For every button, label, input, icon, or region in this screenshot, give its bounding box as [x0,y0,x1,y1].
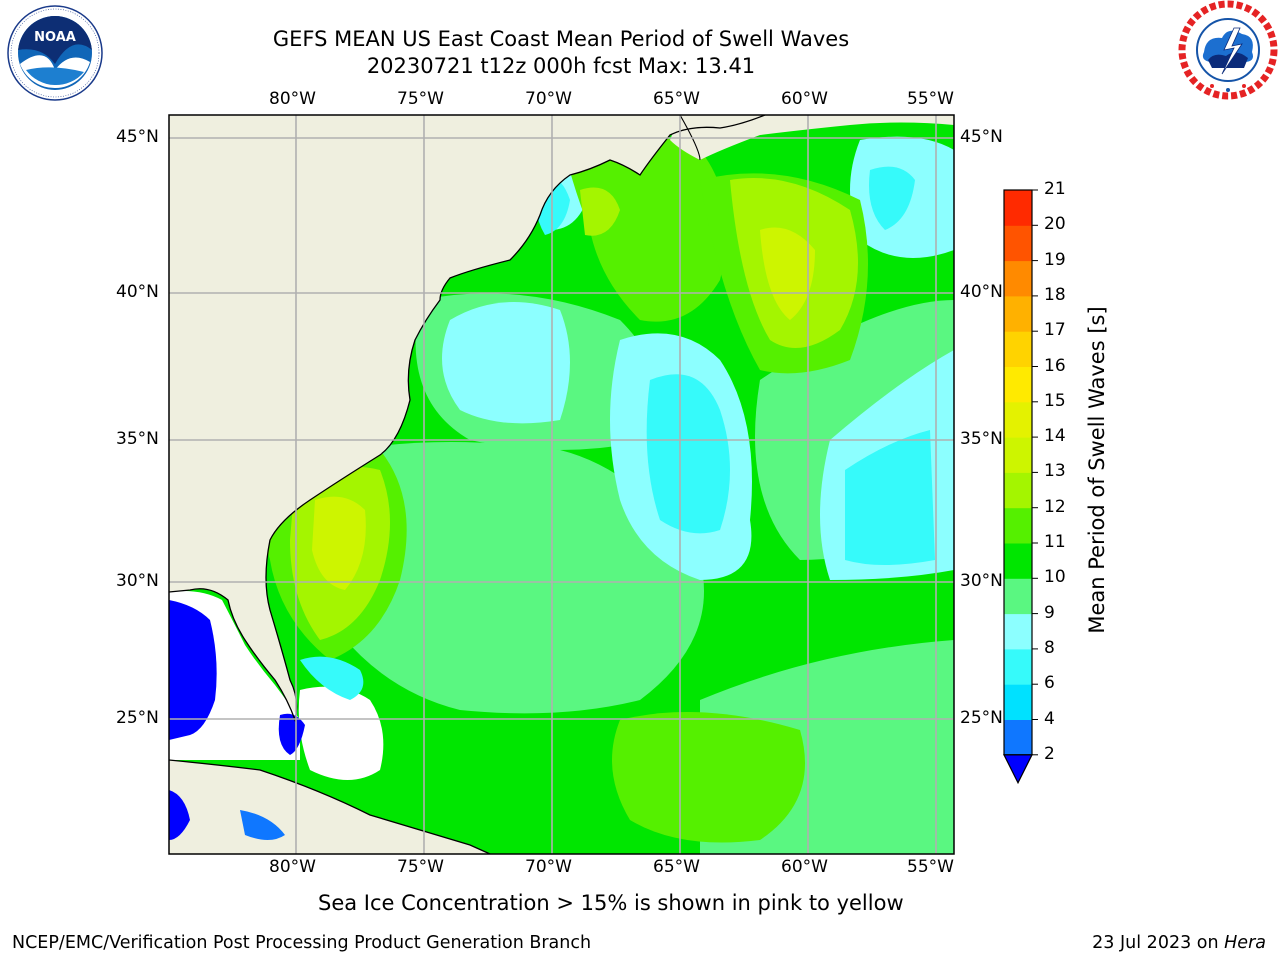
lon-label-bottom-60w: 60°W [781,857,828,877]
colorbar-block-13 [1004,260,1032,297]
lon-label-bottom-65w: 65°W [653,857,700,877]
lat-label-right-30n: 30°N [960,571,1003,591]
colorbar-block-7 [1004,472,1032,509]
lon-label-top-75w: 75°W [397,89,444,109]
lon-label-top-60w: 60°W [781,89,828,109]
lat-label-left-25n: 25°N [116,708,159,728]
lat-label-right-45n: 45°N [960,127,1003,147]
lat-label-left-40n: 40°N [116,282,159,302]
lon-label-bottom-70w: 70°W [525,857,572,877]
noaa-logo-icon: NOAA [7,5,103,101]
colorbar [1003,189,1038,785]
colorbar-block-15 [1004,190,1032,226]
lon-label-top-70w: 70°W [525,89,572,109]
map-title-line1: GEFS MEAN US East Coast Mean Period of S… [272,27,850,51]
colorbar-frame [1003,189,1033,756]
lat-label-right-35n: 35°N [960,429,1003,449]
colorbar-tick-18: 18 [1044,284,1066,305]
lon-label-bottom-75w: 75°W [397,857,444,877]
colorbar-block-14 [1004,225,1032,262]
colorbar-tick-21: 21 [1044,179,1066,199]
colorbar-block-5 [1004,543,1032,579]
colorbar-block-3 [1004,613,1032,650]
lat-label-left-45n: 45°N [116,127,159,147]
noaa-logo-text: NOAA [34,30,76,45]
lat-label-right-25n: 25°N [960,708,1003,728]
lon-label-top-65w: 65°W [653,89,700,109]
colorbar-block-6 [1004,507,1032,544]
colorbar-block-12 [1004,295,1032,332]
lat-label-right-40n: 40°N [960,282,1003,302]
colorbar-tick-2: 2 [1044,743,1055,764]
lon-label-top-80w: 80°W [269,89,316,109]
footer-date: 23 Jul 2023 on Hera [1092,933,1266,953]
colorbar-tick-6: 6 [1044,673,1055,694]
lon-label-bottom-55w: 55°W [907,857,954,877]
colorbar-tick-8: 8 [1044,637,1055,658]
footer-host: Hera [1224,933,1266,953]
colorbar-tick-14: 14 [1044,426,1066,447]
colorbar-tick-12: 12 [1044,496,1066,517]
map-field [169,115,954,854]
lat-label-left-30n: 30°N [116,571,159,591]
map-title-line2: 20230721 t12z 000h fcst Max: 13.41 [366,54,756,78]
colorbar-tick-17: 17 [1044,320,1066,341]
colorbar-tick-13: 13 [1044,461,1066,482]
colorbar-tick-10: 10 [1044,567,1066,588]
colorbar-block-11 [1004,331,1032,367]
colorbar-tick-19: 19 [1044,249,1066,270]
map-gridlines [169,115,954,854]
footer-credit: NCEP/EMC/Verification Post Processing Pr… [12,933,592,953]
lon-label-top-55w: 55°W [907,89,954,109]
colorbar-block-1 [1004,684,1032,720]
colorbar-tick-16: 16 [1044,355,1066,376]
colorbar-tick-9: 9 [1044,602,1055,623]
colorbar-tick-4: 4 [1044,708,1055,729]
colorbar-blocks [1004,189,1038,756]
nws-logo-icon [1178,0,1278,100]
lon-label-bottom-80w: 80°W [269,857,316,877]
colorbar-tick-11: 11 [1044,532,1066,552]
colorbar-block-9 [1004,401,1032,438]
colorbar-under-triangle [1003,754,1033,785]
colorbar-title: Mean Period of Swell Waves [s] [1085,306,1109,634]
colorbar-block-10 [1004,366,1032,403]
colorbar-block-8 [1004,437,1032,473]
colorbar-block-0 [1004,719,1032,756]
lat-label-left-35n: 35°N [116,429,159,449]
sea-ice-caption: Sea Ice Concentration > 15% is shown in … [318,891,904,915]
colorbar-block-2 [1004,648,1032,685]
colorbar-tick-15: 15 [1044,390,1066,411]
map-frame [168,114,955,855]
colorbar-block-4 [1004,578,1032,615]
colorbar-tick-20: 20 [1044,214,1066,235]
footer-date-text: 23 Jul 2023 on [1092,933,1225,953]
